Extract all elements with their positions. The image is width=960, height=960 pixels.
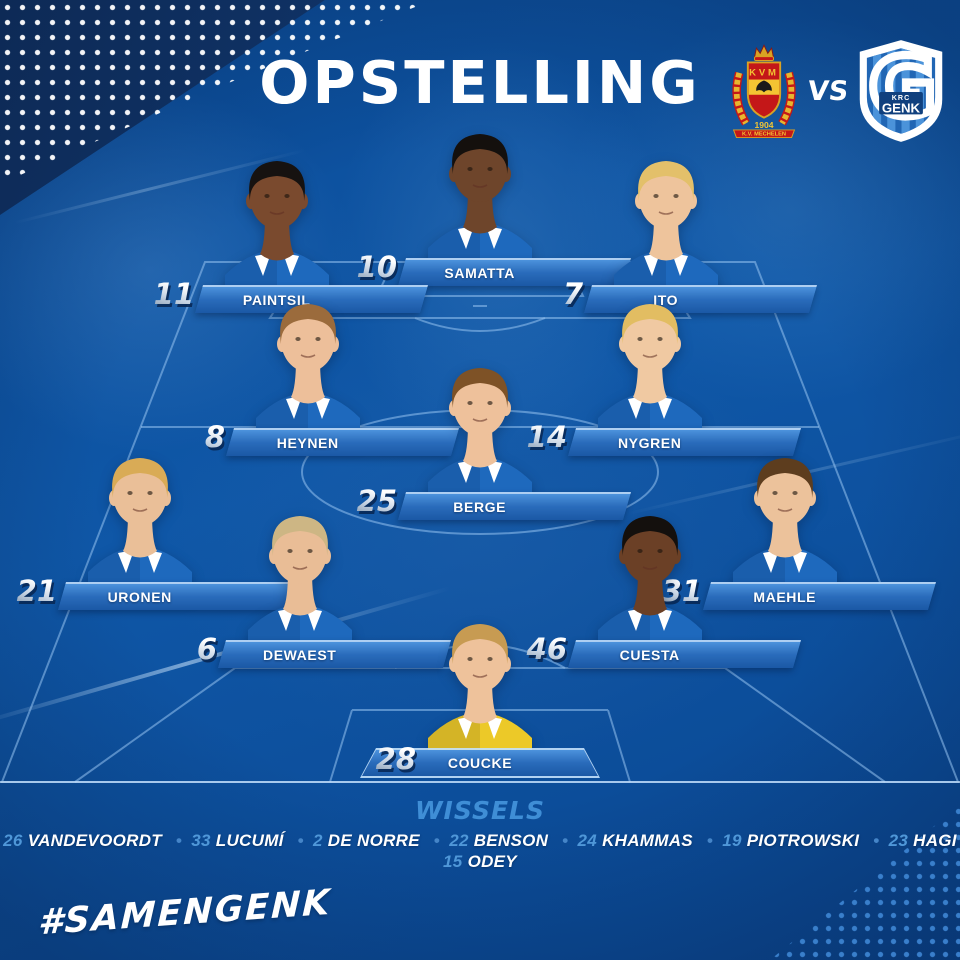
- kv-mechelen-logo: KVM 1904 K.V. MECHELEN: [732, 44, 796, 139]
- genk-label: GENK: [882, 100, 921, 115]
- kvm-ribbon: K.V. MECHELEN: [742, 132, 786, 138]
- vs-label: VS: [806, 76, 850, 107]
- page-title: OPSTELLING: [259, 48, 701, 117]
- kvm-year: 1904: [754, 120, 773, 130]
- svg-text:G: G: [869, 40, 936, 135]
- kvm-initials: KVM: [749, 68, 779, 79]
- substitutes-title: WISSELS: [414, 796, 545, 825]
- krc-genk-logo: G KRC GENK: [859, 36, 943, 142]
- sub-vandevoordt: 26 VANDEVOORDT: [3, 831, 162, 850]
- pitch-bottom-line: [0, 781, 960, 783]
- substitutes-line-2: 15 ODEY: [0, 852, 960, 872]
- sub-de-norre: 2DE NORRE: [289, 831, 420, 851]
- matchup-logos: KVM 1904 K.V. MECHELEN VS G: [720, 34, 952, 146]
- sub-odey: 15 ODEY: [443, 852, 517, 871]
- genk-krc-label: KRC: [892, 94, 910, 102]
